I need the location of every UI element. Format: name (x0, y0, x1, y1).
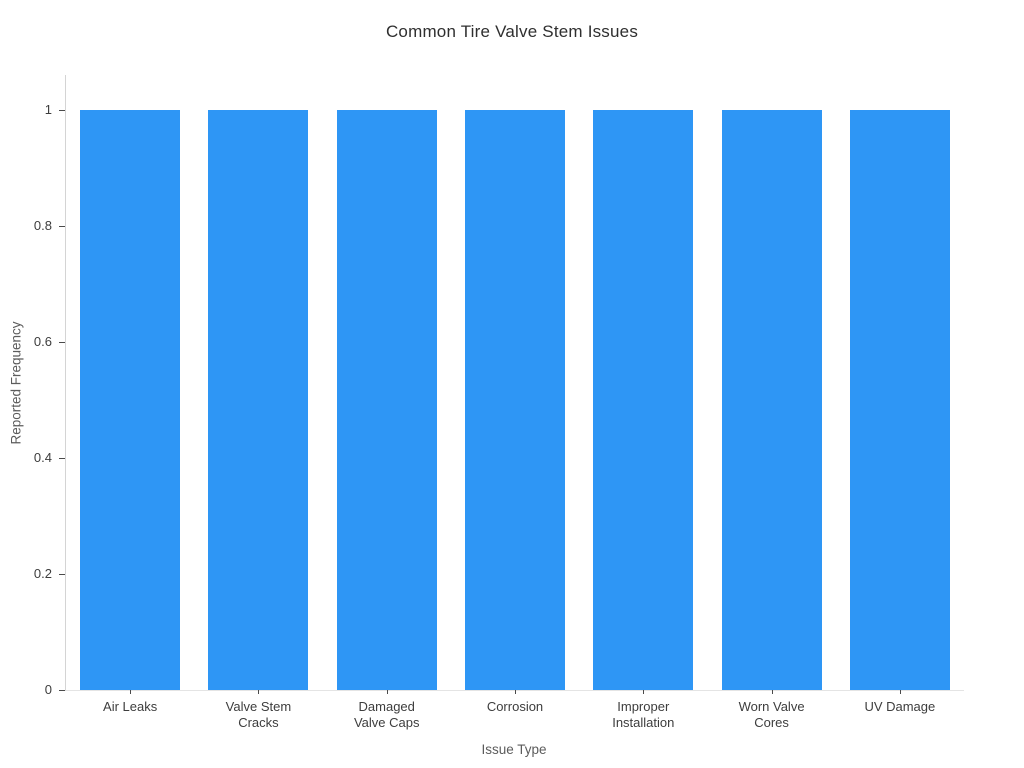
bar (593, 109, 694, 690)
x-tick-label: UV Damage (864, 699, 936, 714)
y-tick-label: 1 (44, 101, 52, 117)
y-tick-mark (59, 109, 65, 111)
x-tick-mark (899, 690, 901, 694)
x-tick-mark (771, 690, 773, 694)
x-tick-label: Corrosion (486, 699, 544, 714)
bar (721, 109, 822, 690)
x-tick-mark (258, 690, 260, 694)
bar (208, 109, 309, 690)
x-tick-label: Worn Valve Cores (738, 699, 805, 730)
x-axis-title: Issue Type (481, 742, 547, 757)
y-tick-label: 0.6 (33, 333, 52, 349)
y-tick-label: 0.8 (33, 217, 52, 233)
y-tick-mark (59, 341, 65, 343)
y-tick-label: 0.4 (33, 449, 52, 465)
x-tick-mark (515, 690, 516, 694)
x-tick-label: Improper Installation (612, 699, 675, 730)
x-tick-mark (386, 690, 388, 694)
bar (464, 109, 566, 690)
y-tick-mark (59, 573, 65, 575)
chart-title: Common Tire Valve Stem Issues (385, 22, 639, 41)
y-tick-mark (59, 225, 65, 227)
bar (80, 109, 181, 690)
x-tick-label: Air Leaks (103, 699, 158, 714)
plot-area: Air Leaks Valve Stem Cracks Damaged Valve … (34, 75, 964, 730)
x-tick-label: Valve Stem Cracks (225, 699, 292, 730)
x-tick-mark (130, 690, 132, 694)
y-tick-mark (59, 690, 65, 691)
y-tick-label: 0 (44, 682, 52, 697)
x-tick-mark (643, 690, 645, 694)
y-tick-label: 0.2 (33, 565, 52, 581)
x-tick-label: Damaged Valve Caps (353, 699, 420, 730)
bar (849, 109, 950, 690)
bar (336, 109, 437, 690)
y-tick-mark (59, 457, 65, 459)
